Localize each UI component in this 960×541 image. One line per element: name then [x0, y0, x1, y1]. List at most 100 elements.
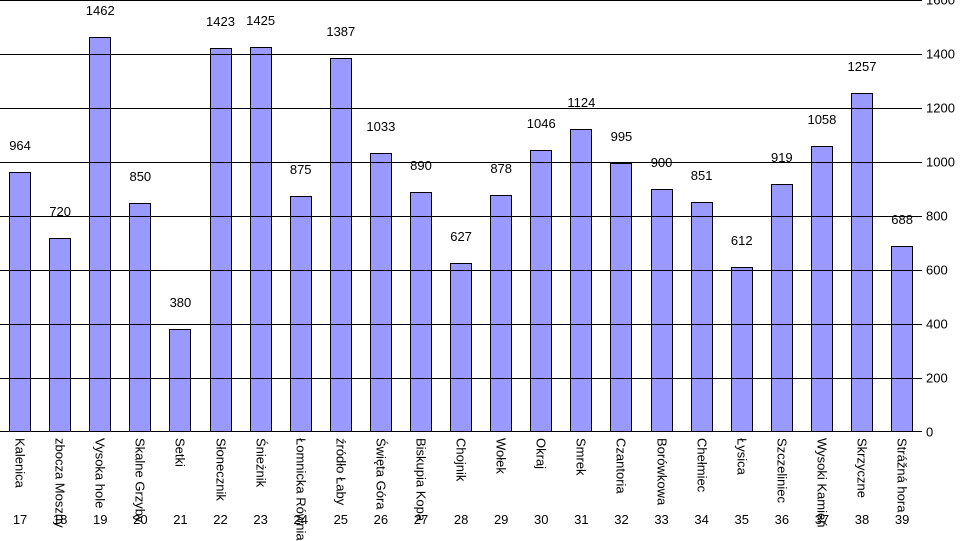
bar	[731, 267, 753, 432]
x-footer-number: 25	[321, 512, 361, 527]
x-footer-number: 28	[441, 512, 481, 527]
x-footer-number: 37	[802, 512, 842, 527]
x-tick-label: Setki	[165, 438, 180, 467]
bar-value-label: 1387	[326, 24, 355, 41]
x-footer-number: 36	[762, 512, 802, 527]
bar-value-label: 1046	[527, 116, 556, 133]
bar	[570, 129, 592, 432]
bar	[610, 163, 632, 432]
x-tick-label: Czantoria	[606, 438, 621, 494]
x-tick-label: Skrzyczne	[847, 438, 862, 498]
x-footer-number: 30	[521, 512, 561, 527]
gridline	[0, 162, 922, 163]
plot-area: 9647201462850380142314258751387103389062…	[0, 0, 922, 432]
bar-value-label: 878	[490, 161, 512, 178]
y-tick-label: 0	[926, 425, 933, 440]
x-tick-label: Chełmiec	[687, 438, 702, 492]
x-tick-label: Szczeliniec	[767, 438, 782, 503]
bar	[851, 93, 873, 432]
bar	[330, 58, 352, 432]
bar	[210, 48, 232, 432]
bar-value-label: 919	[771, 150, 793, 167]
bar	[290, 196, 312, 432]
y-tick-label: 800	[926, 209, 948, 224]
x-footer-number: 31	[561, 512, 601, 527]
gridline	[0, 54, 922, 55]
bar-value-label: 1257	[848, 59, 877, 76]
x-tick-label: Biskupia Kopa	[406, 438, 421, 521]
bar	[169, 329, 191, 432]
bar	[891, 246, 913, 432]
y-tick-label: 1200	[926, 101, 955, 116]
bar-value-label: 1425	[246, 13, 275, 30]
x-footer-number: 39	[882, 512, 922, 527]
y-tick-label: 1000	[926, 155, 955, 170]
x-tick-label: Śnieżnik	[246, 438, 261, 487]
bar-value-label: 627	[450, 229, 472, 246]
x-tick-label: Borówkowa	[647, 438, 662, 505]
gridline	[0, 216, 922, 217]
bar	[89, 37, 111, 432]
bar-value-label: 964	[9, 138, 31, 155]
y-tick-label: 1400	[926, 47, 955, 62]
x-footer-number: 32	[601, 512, 641, 527]
gridline	[0, 324, 922, 325]
gridline	[0, 270, 922, 271]
x-footer-number: 17	[0, 512, 40, 527]
bar	[49, 238, 71, 432]
gridline	[0, 0, 922, 1]
x-tick-label: źródło Łaby	[326, 438, 341, 505]
x-footer-number: 19	[80, 512, 120, 527]
bar	[129, 203, 151, 433]
bar-value-label: 1058	[807, 112, 836, 129]
bar-value-label: 995	[611, 129, 633, 146]
x-footer-number: 26	[361, 512, 401, 527]
bar-value-label: 850	[129, 169, 151, 186]
bar	[450, 263, 472, 432]
bar-value-label: 380	[170, 295, 192, 312]
x-footer-number: 35	[722, 512, 762, 527]
x-footer-number: 18	[40, 512, 80, 527]
y-tick-label: 200	[926, 371, 948, 386]
gridline	[0, 378, 922, 379]
bar	[530, 150, 552, 432]
bar	[651, 189, 673, 432]
bar	[370, 153, 392, 432]
y-tick-label: 600	[926, 263, 948, 278]
bar-value-label: 688	[891, 212, 913, 229]
bar-value-label: 875	[290, 162, 312, 179]
bar	[490, 195, 512, 432]
x-footer-number: 38	[842, 512, 882, 527]
x-footer-number: 23	[241, 512, 281, 527]
bar-value-label: 612	[731, 233, 753, 250]
y-tick-label: 400	[926, 317, 948, 332]
x-tick-label: Słonecznik	[206, 438, 221, 501]
bar-chart: 9647201462850380142314258751387103389062…	[0, 0, 960, 532]
bar	[691, 202, 713, 432]
bar	[250, 47, 272, 432]
bar	[9, 172, 31, 432]
x-tick-label: Święta Góra	[366, 438, 381, 510]
bar-value-label: 1033	[366, 119, 395, 136]
x-footer-number: 22	[200, 512, 240, 527]
x-tick-label: Chojnik	[446, 438, 461, 481]
x-footer-number: 33	[642, 512, 682, 527]
bar-value-label: 900	[651, 155, 673, 172]
x-footer-number: 24	[281, 512, 321, 527]
x-tick-label: Strážná hora	[887, 438, 902, 512]
x-footer-number: 29	[481, 512, 521, 527]
x-footer-number: 21	[160, 512, 200, 527]
y-tick-label: 1600	[926, 0, 955, 8]
bar-value-label: 720	[49, 204, 71, 221]
gridline	[0, 108, 922, 109]
x-axis-footer: 1718192021222324252627282930313233343536…	[0, 512, 922, 527]
bar-value-label: 851	[691, 168, 713, 185]
bar-value-label: 1423	[206, 14, 235, 31]
bar	[410, 192, 432, 432]
x-tick-label: Wołek	[486, 438, 501, 474]
bar	[811, 146, 833, 432]
bar-value-label: 890	[410, 158, 432, 175]
x-footer-number: 20	[120, 512, 160, 527]
x-footer-number: 27	[401, 512, 441, 527]
x-tick-label: Smrek	[566, 438, 581, 476]
